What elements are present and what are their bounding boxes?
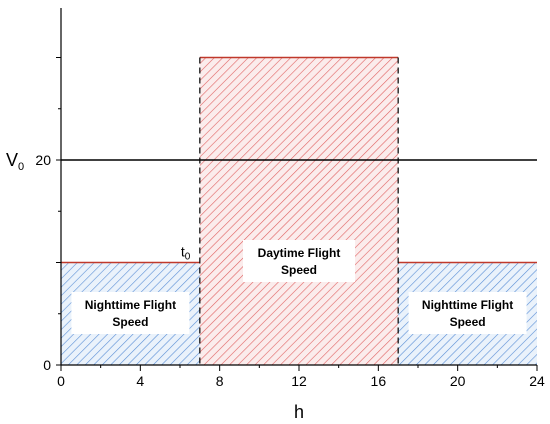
x-tick-label-5: 20 [450, 373, 466, 389]
x-tick-label-4: 16 [371, 373, 387, 389]
region-label-0-line-1: Speed [112, 315, 148, 329]
y-tick-label-0: 0 [43, 357, 51, 373]
lines-layer [61, 56, 537, 365]
reference-line-label-subscript: 0 [18, 161, 24, 173]
x-tick-label-2: 8 [216, 373, 224, 389]
x-axis-title: h [294, 402, 304, 422]
reference-line-label: V0 [6, 150, 24, 173]
axes-layer [56, 8, 538, 371]
region-label-bg-0 [71, 292, 190, 334]
region-label-0-line-0: Nighttime Flight [85, 298, 176, 312]
region-label-2-line-1: Speed [450, 315, 486, 329]
annotation-0: t0 [181, 244, 191, 263]
region-label-bg-1 [243, 240, 355, 282]
region-label-1-line-1: Speed [281, 263, 317, 277]
y-tick-label-1: 20 [35, 152, 51, 168]
x-tick-label-6: 24 [529, 373, 545, 389]
annotation-subscript-0: 0 [185, 252, 191, 263]
region-label-1-line-0: Daytime Flight [258, 246, 341, 260]
region-label-2-line-0: Nighttime Flight [422, 298, 513, 312]
region-label-bg-2 [408, 292, 527, 334]
regions-layer [61, 57, 537, 365]
x-tick-label-0: 0 [57, 373, 65, 389]
x-tick-label-1: 4 [136, 373, 144, 389]
x-tick-label-3: 12 [291, 373, 307, 389]
region-fill-1 [199, 57, 399, 365]
